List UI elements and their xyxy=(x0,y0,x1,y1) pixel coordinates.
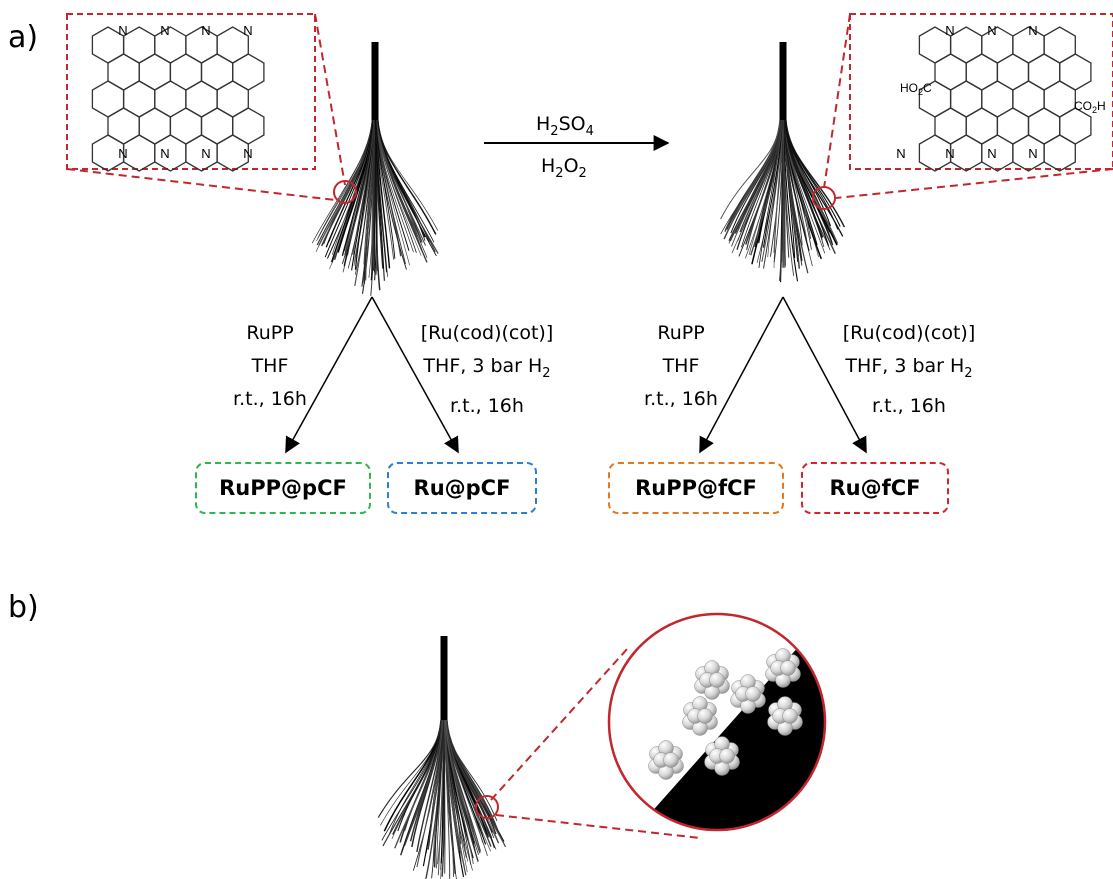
carbon-fiber-functionalized xyxy=(720,42,846,283)
zoom-circle xyxy=(475,795,499,819)
reaction-arrow xyxy=(699,296,784,454)
ru-nanoparticle xyxy=(682,696,718,736)
callout-line xyxy=(490,647,629,801)
pristine-graphitic-structure xyxy=(66,13,316,172)
callout-line xyxy=(835,168,1113,199)
carbon-fiber-ru-loaded xyxy=(377,636,507,879)
reagent-h2o2: H2O2 xyxy=(541,155,587,181)
conditions-left-a: RuPP THF r.t., 16h xyxy=(233,322,307,410)
callout-line xyxy=(495,814,701,839)
reaction-arrow xyxy=(371,296,459,454)
product-rupp-pcf: RuPP@pCF xyxy=(195,462,371,514)
ru-nanoparticle-zoom xyxy=(607,612,827,832)
carbon-fiber-pristine xyxy=(311,42,439,296)
reaction-arrow xyxy=(782,296,867,454)
reagent-h2so4: H2SO4 xyxy=(536,113,594,139)
callout-line xyxy=(66,168,336,201)
callout-line xyxy=(823,13,851,189)
ru-nanoparticle xyxy=(694,660,730,700)
h2-pressure-label: THF, 3 bar H2 xyxy=(423,355,551,381)
product-rupp-fcf: RuPP@fCF xyxy=(608,462,784,514)
zoom-circle xyxy=(812,186,836,210)
zoom-circle xyxy=(333,180,357,204)
conditions-right-b: [Ru(cod)(cot)] THF, 3 bar H2 r.t., 16h xyxy=(834,317,984,423)
product-ru-pcf: Ru@pCF xyxy=(387,462,537,514)
h2-pressure-label: THF, 3 bar H2 xyxy=(845,355,973,381)
panel-label-a: a) xyxy=(8,20,39,55)
ru-nanoparticle xyxy=(704,736,740,776)
callout-line xyxy=(314,13,346,186)
reaction-arrow xyxy=(285,296,373,454)
conditions-left-b: [Ru(cod)(cot)] THF, 3 bar H2 r.t., 16h xyxy=(412,317,562,423)
ru-nanoparticle xyxy=(767,696,803,736)
panel-label-b: b) xyxy=(8,590,39,625)
ru-nanoparticle xyxy=(648,740,684,780)
functionalized-graphitic-structure xyxy=(849,13,1113,172)
conditions-right-a: RuPP THF r.t., 16h xyxy=(644,322,718,410)
ru-nanoparticle xyxy=(765,648,801,688)
product-ru-fcf: Ru@fCF xyxy=(801,462,949,514)
ru-nanoparticle xyxy=(730,674,766,714)
